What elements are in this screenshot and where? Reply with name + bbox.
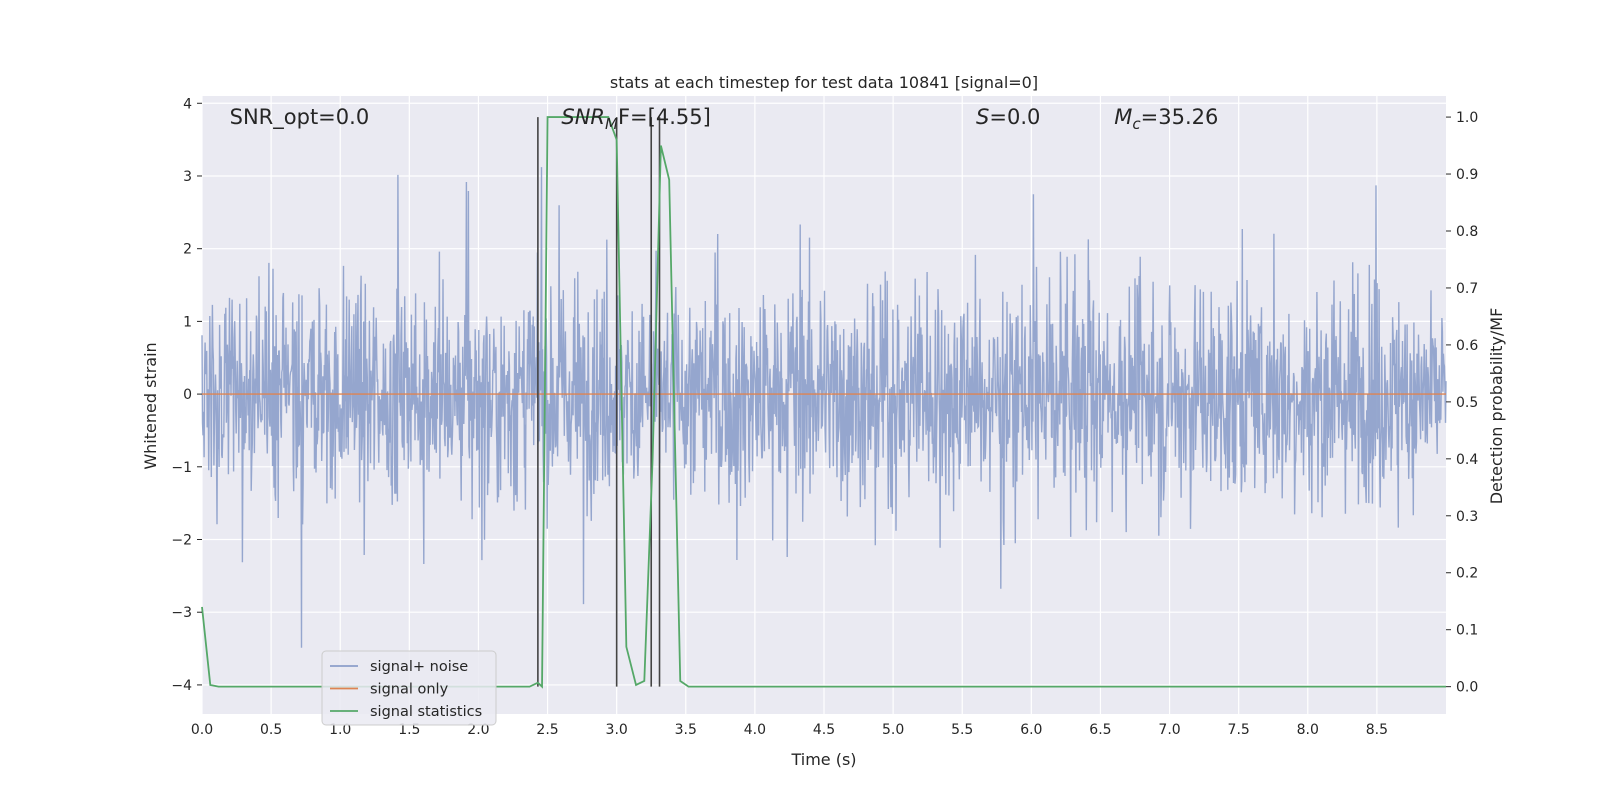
annotation-0: SNR_opt=0.0 bbox=[230, 105, 370, 130]
x-tick-label: 8.5 bbox=[1366, 722, 1388, 738]
annotation-2: S=0.0 bbox=[976, 105, 1040, 129]
y-left-tick-label: −3 bbox=[171, 605, 192, 621]
x-tick-label: 6.5 bbox=[1089, 722, 1111, 738]
y-left-tick-label: 0 bbox=[183, 387, 192, 403]
y-right-tick-label: 0.6 bbox=[1456, 338, 1478, 354]
legend-label: signal only bbox=[370, 682, 449, 698]
y-right-tick-label: 0.8 bbox=[1456, 224, 1478, 240]
annotation-3: Mc=35.26 bbox=[1114, 105, 1218, 133]
legend: signal+ noise signal only signal statistic… bbox=[321, 650, 497, 726]
x-tick-label: 3.5 bbox=[675, 722, 697, 738]
x-tick-label: 2.5 bbox=[536, 722, 558, 738]
x-tick-label: 3.0 bbox=[606, 722, 628, 738]
x-tick-label: 1.5 bbox=[398, 722, 420, 738]
y-left-tick-label: 4 bbox=[183, 96, 192, 112]
y-right-tick-label: 0.9 bbox=[1456, 167, 1478, 183]
x-tick-label: 7.0 bbox=[1158, 722, 1180, 738]
x-tick-label: 5.5 bbox=[951, 722, 973, 738]
x-tick-label: 0.5 bbox=[260, 722, 282, 738]
x-tick-label: 8.0 bbox=[1297, 722, 1319, 738]
y-left-tick-label: −4 bbox=[171, 678, 192, 694]
y-right-tick-label: 0.3 bbox=[1456, 509, 1478, 525]
annotation-1: SNRMF=[4.55] bbox=[561, 105, 710, 133]
y-right-tick-label: 0.1 bbox=[1456, 623, 1478, 639]
noise-trace-group bbox=[201, 167, 1447, 648]
x-tick-label: 0.0 bbox=[191, 722, 213, 738]
y-left-tick-label: −2 bbox=[171, 533, 192, 549]
legend-label: signal statistics bbox=[370, 704, 482, 720]
x-tick-label: 7.5 bbox=[1228, 722, 1250, 738]
x-axis-ticks: 0.0 0.5 1.0 1.5 2.0 2.5 3.0 3.5 4.0 4.5 5.0 5.5 6.0 6… bbox=[191, 722, 1388, 738]
y-right-tick-label: 0.4 bbox=[1456, 452, 1478, 468]
y-left-tick-label: 2 bbox=[183, 242, 192, 258]
y-left-tick-label: 1 bbox=[183, 314, 192, 330]
y-right-tick-label: 0.5 bbox=[1456, 395, 1478, 411]
x-axis-label: Time (s) bbox=[790, 750, 856, 769]
x-tick-label: 6.0 bbox=[1020, 722, 1042, 738]
y-right-tick-label: 0.7 bbox=[1456, 281, 1478, 297]
y-left-tick-label: 3 bbox=[183, 169, 192, 185]
x-tick-label: 1.0 bbox=[329, 722, 351, 738]
y-axis-left-ticks: 4 3 2 1 0 −1 −2 −3 −4 bbox=[171, 96, 202, 694]
y-right-tick-label: 1.0 bbox=[1456, 110, 1478, 126]
y-axis-right-label: Detection probability/MF bbox=[1487, 308, 1506, 505]
x-tick-label: 2.0 bbox=[467, 722, 489, 738]
y-axis-right-ticks: 1.0 0.9 0.8 0.7 0.6 0.5 0.4 0.3 0.2 0.1 0.0 bbox=[1446, 110, 1478, 696]
x-tick-label: 4.5 bbox=[813, 722, 835, 738]
legend-box bbox=[321, 650, 497, 726]
x-tick-label: 5.0 bbox=[882, 722, 904, 738]
y-right-tick-label: 0.0 bbox=[1456, 680, 1478, 696]
x-tick-label: 4.0 bbox=[744, 722, 766, 738]
legend-label: signal+ noise bbox=[370, 659, 468, 675]
y-axis-left-label: Whitened strain bbox=[141, 342, 160, 469]
signal-noise-line bbox=[201, 167, 1447, 648]
y-left-tick-label: −1 bbox=[171, 460, 192, 476]
chart-title: stats at each timestep for test data 108… bbox=[610, 73, 1038, 92]
y-right-tick-label: 0.2 bbox=[1456, 566, 1478, 582]
annotations: SNR_opt=0.0 SNRMF=[4.55] S=0.0 Mc=35.26 bbox=[230, 105, 1219, 133]
